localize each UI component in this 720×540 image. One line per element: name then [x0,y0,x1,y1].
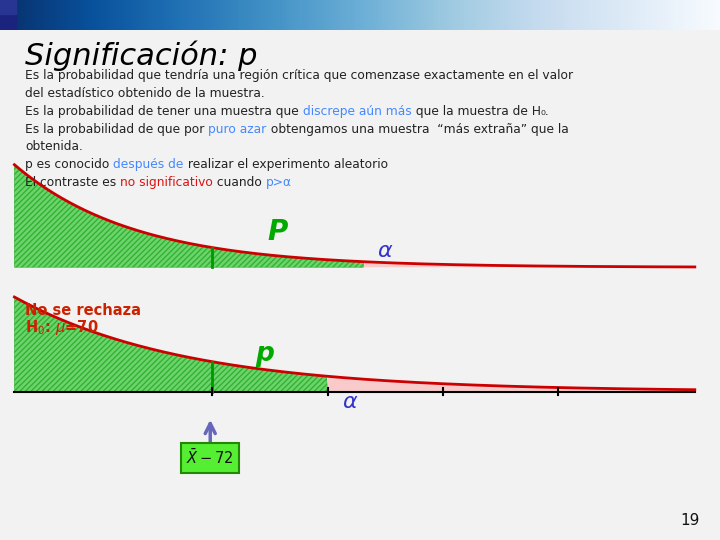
Text: No se rechaza: No se rechaza [25,303,141,318]
Text: obtengamos una muestra  “más extraña” que la: obtengamos una muestra “más extraña” que… [266,123,569,136]
Bar [0,0,16,14]
Text: $\alpha$: $\alpha$ [377,241,393,261]
Polygon shape [364,262,695,267]
Bar [0,16,16,30]
Polygon shape [212,362,328,392]
Text: $\alpha$: $\alpha$ [343,392,359,413]
Text: p>α: p>α [266,176,292,189]
Text: Es la probabilidad que tendría una región crítica que comenzase exactamente en e: Es la probabilidad que tendría una regió… [25,69,573,82]
Text: 19: 19 [680,513,700,528]
Polygon shape [328,376,695,392]
Polygon shape [212,248,364,267]
Text: cuando: cuando [213,176,266,189]
Text: no significativo: no significativo [120,176,213,189]
Text: p es conocido: p es conocido [25,158,114,171]
Text: después de: después de [114,158,184,171]
Polygon shape [14,165,212,267]
Text: puro azar: puro azar [209,123,266,136]
Text: obtenida.: obtenida. [25,140,83,153]
Text: P: P [267,218,287,246]
Text: El contraste es: El contraste es [25,176,120,189]
Text: que la muestra de H: que la muestra de H [412,105,541,118]
Polygon shape [14,297,212,391]
Text: H$_0$: $\mu$=70: H$_0$: $\mu$=70 [25,318,99,338]
Text: ₀.: ₀. [541,105,549,118]
Text: realizar el experimento aleatorio: realizar el experimento aleatorio [184,158,388,171]
Text: Es la probabilidad de que por: Es la probabilidad de que por [25,123,209,136]
Text: p: p [256,341,274,367]
Text: Significación: p: Significación: p [25,40,258,71]
Text: $\bar{X}-72$: $\bar{X}-72$ [186,448,234,468]
Text: discrepe aún más: discrepe aún más [303,105,412,118]
Text: del estadístico obtenido de la muestra.: del estadístico obtenido de la muestra. [25,87,265,100]
Text: Es la probabilidad de tener una muestra que: Es la probabilidad de tener una muestra … [25,105,303,118]
